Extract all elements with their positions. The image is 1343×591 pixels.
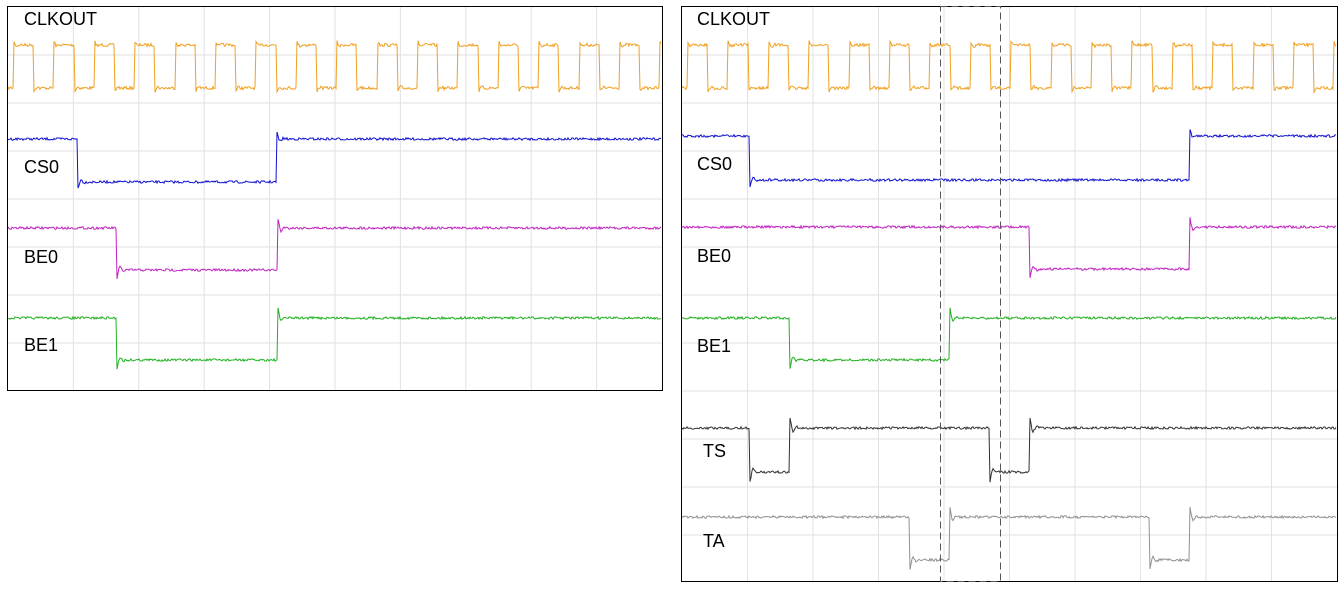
signal-label: CLKOUT: [697, 9, 770, 29]
signal-label: CS0: [24, 157, 59, 177]
highlight-window: [941, 7, 1001, 582]
signal-label: BE0: [697, 246, 731, 266]
scope-screen: CLKOUT CS0 BE0 BE1 CLKOUT CS0 BE0 BE1 TS…: [0, 0, 1343, 586]
waveforms: [8, 41, 1336, 570]
signal-label: TS: [703, 441, 726, 461]
signal-label: CLKOUT: [24, 9, 97, 29]
signal-label: CS0: [697, 154, 732, 174]
signal-label: BE1: [697, 336, 731, 356]
signal-label: TA: [703, 531, 725, 551]
signal-label: BE0: [24, 247, 58, 267]
signal-label: BE1: [24, 335, 58, 355]
grid: [8, 7, 1337, 581]
